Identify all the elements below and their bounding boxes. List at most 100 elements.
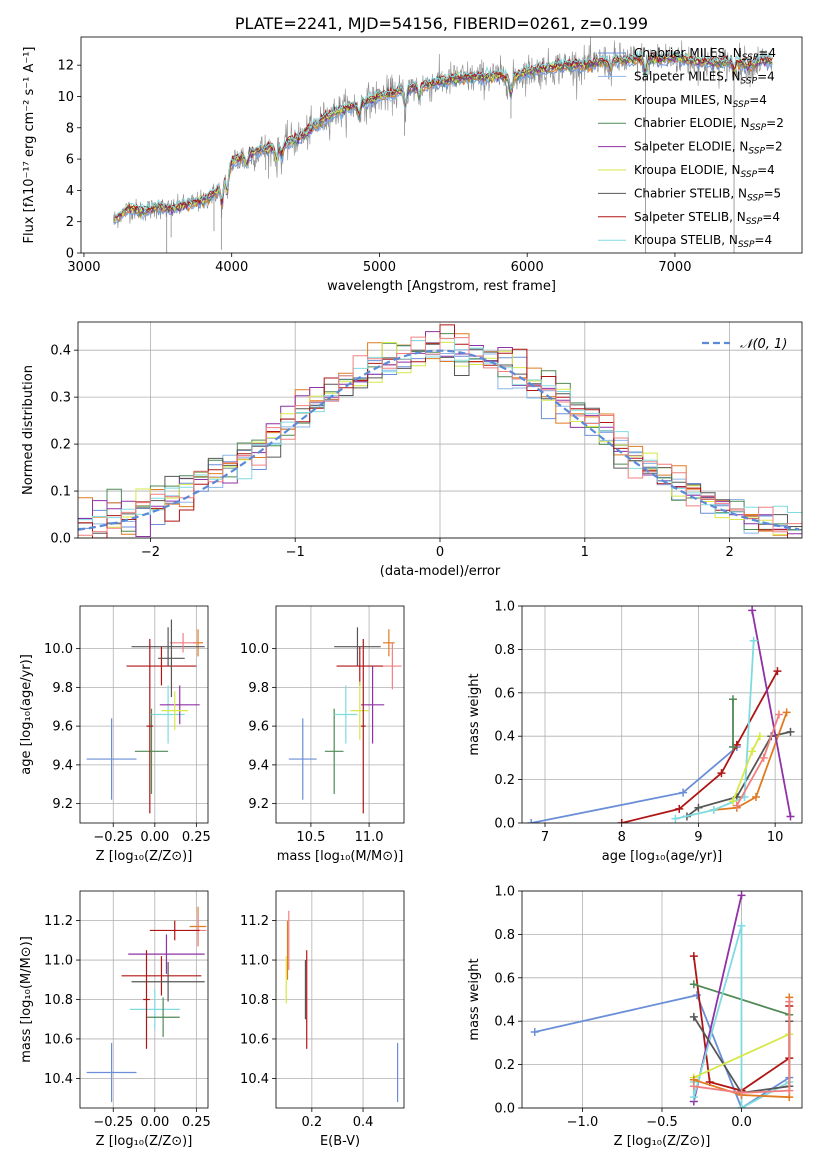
mass-weight-marker bbox=[732, 801, 741, 810]
plot-area bbox=[113, 37, 773, 253]
legend-entry-name: Chabrier ELODIE, N bbox=[634, 116, 750, 130]
x-tick-label: 10.5 bbox=[296, 830, 325, 845]
y-axis-label: mass weight bbox=[467, 673, 482, 755]
spectrum-model-line bbox=[115, 50, 772, 217]
spectrum-panel: 3000 4000 5000 6000 7000 0 2 4 6 8 10 12 wavelength … bbox=[22, 14, 803, 294]
x-axis-label: Z [log₁₀(Z/Z⊙)] bbox=[96, 1134, 193, 1149]
x-tick-label: 0.4 bbox=[353, 1115, 374, 1130]
y-axis-label: age [log₁₀(age/yr)] bbox=[19, 654, 34, 775]
legend-entry: Kroupa MILES, NSSP=4 bbox=[634, 93, 767, 110]
y-tick-label: 11.0 bbox=[240, 954, 269, 969]
mass-weight-marker bbox=[759, 753, 768, 762]
y-tick-label: 9.4 bbox=[248, 758, 269, 773]
mass-weight-marker bbox=[728, 743, 737, 752]
mass-weight-marker bbox=[737, 921, 746, 930]
legend-entry-suffix: =2 bbox=[765, 140, 783, 154]
x-tick-label: 0.00 bbox=[140, 830, 169, 845]
x-tick-label: 0.2 bbox=[301, 1115, 322, 1130]
y-tick-label: 10.4 bbox=[44, 1072, 73, 1087]
mass-weight-marker bbox=[748, 747, 757, 756]
mass-weight-marker bbox=[785, 1086, 794, 1095]
legend-entry: Salpeter ELODIE, NSSP=2 bbox=[634, 140, 783, 157]
mass-weight-marker bbox=[709, 805, 718, 814]
x-tick-label: 6000 bbox=[511, 260, 544, 275]
x-axis-label: mass [log₁₀(M/M⊙)] bbox=[277, 849, 404, 864]
legend-entry: Salpeter STELIB, NSSP=4 bbox=[634, 210, 780, 227]
mass-weight-marker bbox=[786, 812, 795, 821]
mass-weight-marker bbox=[675, 804, 684, 813]
legend-entry-name: Salpeter ELODIE, N bbox=[634, 140, 748, 154]
y-tick-label: 10.0 bbox=[240, 642, 269, 657]
y-tick-label: 12 bbox=[57, 59, 74, 74]
y-tick-label: 2 bbox=[66, 215, 74, 230]
y-tick-label: 0.0 bbox=[494, 1102, 515, 1117]
x-tick-label: 0.00 bbox=[140, 1115, 169, 1130]
plot-area bbox=[527, 606, 795, 823]
legend-entry-sub: SSP bbox=[741, 170, 758, 180]
mass-weight-marker bbox=[755, 732, 764, 741]
x-tick-label: 7000 bbox=[658, 260, 691, 275]
x-tick-label: 11.0 bbox=[355, 830, 384, 845]
mass-weight-marker bbox=[689, 952, 698, 961]
x-tick-label: −1 bbox=[286, 545, 305, 560]
y-tick-label: 0.2 bbox=[494, 1058, 515, 1073]
chart-title: PLATE=2241, MJD=54156, FIBERID=0261, z=0… bbox=[235, 14, 648, 33]
x-tick-label: 4000 bbox=[215, 260, 248, 275]
y-tick-label: 0.3 bbox=[50, 391, 71, 406]
legend-entry: Chabrier MILES, NSSP=4 bbox=[634, 46, 776, 63]
legend-entry-sub: SSP bbox=[748, 147, 765, 157]
mass-weight-marker bbox=[748, 606, 757, 615]
legend-entry-suffix: =4 bbox=[754, 233, 772, 247]
y-tick-label: 10 bbox=[57, 90, 74, 105]
y-tick-label: 11.0 bbox=[44, 954, 73, 969]
plot-area bbox=[288, 627, 402, 814]
mass-weight-marker bbox=[737, 891, 746, 900]
axes-frame bbox=[79, 890, 209, 1109]
y-tick-label: 8 bbox=[66, 121, 74, 136]
x-tick-label: 10 bbox=[767, 830, 784, 845]
axes-frame bbox=[275, 890, 405, 1109]
mass-weight-line bbox=[675, 640, 755, 820]
mass-weight-marker bbox=[737, 1088, 746, 1097]
legend-entry-name: Kroupa STELIB, N bbox=[634, 233, 738, 247]
legend-entry: Chabrier ELODIE, NSSP=2 bbox=[634, 116, 784, 133]
y-tick-label: 0.8 bbox=[494, 643, 515, 658]
x-axis-label: Z [log₁₀(Z/Z⊙)] bbox=[96, 849, 193, 864]
x-tick-label: 9 bbox=[694, 830, 702, 845]
y-axis-label: mass weight bbox=[467, 958, 482, 1040]
legend-entry: Kroupa STELIB, NSSP=4 bbox=[634, 233, 772, 250]
y-tick-label: 0.4 bbox=[494, 730, 515, 745]
legend-entry-name: Chabrier MILES, N bbox=[634, 46, 742, 60]
x-tick-label: 0.0 bbox=[731, 1115, 752, 1130]
x-tick-label: 2 bbox=[725, 545, 733, 560]
x-axis-label: age [log₁₀(age/yr)] bbox=[602, 849, 723, 864]
legend-entry-sub: SSP bbox=[742, 53, 759, 63]
mass-weight-line bbox=[713, 711, 788, 811]
mass-vs-ebv-panel: 0.2 0.4 10.4 10.6 10.8 11.0 11.2 E(B-V) bbox=[240, 890, 405, 1149]
y-axis-label: Normed distribution bbox=[21, 365, 36, 495]
mass-weight-marker bbox=[728, 797, 737, 806]
x-axis-label: (data-model)/error bbox=[380, 564, 501, 579]
legend-entry-sub: SSP bbox=[741, 76, 758, 86]
y-tick-label: 10.8 bbox=[240, 993, 269, 1008]
legend-entry-name: Chabrier STELIB, N bbox=[634, 186, 747, 200]
mass-weight-marker bbox=[530, 1028, 539, 1037]
mass-weight-marker bbox=[773, 667, 782, 676]
y-tick-label: 9.8 bbox=[52, 681, 73, 696]
x-tick-label: 7 bbox=[541, 830, 549, 845]
mass-weight-marker bbox=[737, 1104, 746, 1108]
legend-entry-name: Kroupa ELODIE, N bbox=[634, 163, 741, 177]
axes-frame bbox=[79, 605, 209, 824]
y-tick-label: 9.2 bbox=[52, 797, 73, 812]
plot-area bbox=[285, 910, 399, 1103]
mass-weight-marker bbox=[782, 708, 791, 717]
mass-weight-marker bbox=[694, 803, 703, 812]
legend-entry: Chabrier STELIB, NSSP=5 bbox=[634, 186, 781, 203]
axes-frame bbox=[521, 890, 803, 1109]
x-tick-label: 3000 bbox=[67, 260, 100, 275]
x-tick-label: −0.25 bbox=[93, 1115, 133, 1130]
x-axis-label: E(B-V) bbox=[320, 1134, 360, 1149]
mass-weight-marker bbox=[689, 1012, 698, 1021]
x-tick-label: −0.25 bbox=[93, 830, 133, 845]
plot-area bbox=[86, 906, 207, 1103]
